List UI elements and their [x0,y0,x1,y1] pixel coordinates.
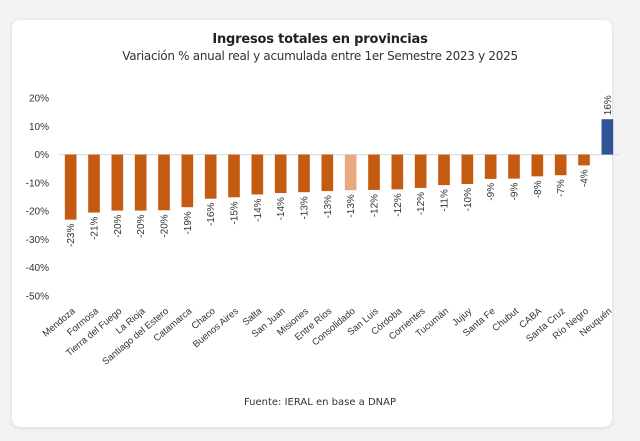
y-tick-label: 20% [29,94,49,105]
data-label: -9% [510,183,521,201]
data-label: -23% [66,224,77,247]
bar-santiago-del-estero [158,154,170,211]
data-label: -21% [90,216,101,239]
bar-caba [531,154,544,177]
bar-jujuy [461,154,474,184]
chart-card [12,20,612,427]
bar-chaco [204,154,217,199]
bar-neuqu-n [601,119,614,155]
bar-chubut [508,154,520,179]
bar-catamarca [181,154,194,208]
bar-tucum-n [438,154,450,186]
data-label: -13% [346,194,357,217]
bar-san-luis [368,154,380,190]
data-label: -12% [370,194,381,217]
x-category-label: Chubut [490,306,521,334]
chart-source: Fuente: IERAL en base a DNAP [243,397,397,408]
data-label: -14% [276,197,287,220]
bar-san-juan [274,154,287,194]
data-label: -15% [230,201,241,224]
bar-santa-cruz [554,154,567,176]
data-label: -14% [253,198,264,221]
bar-consolidado [344,154,357,191]
data-label: -20% [160,214,171,237]
data-label: -11% [440,189,451,212]
data-label: 16% [603,95,614,115]
data-label: -20% [136,214,147,237]
chart-subtitle: Variación % anual real y acumulada entre… [122,49,518,63]
data-label: -7% [556,179,567,197]
bar-r-o-negro [578,154,590,166]
data-label: -13% [300,196,311,219]
y-axis: 20% 10% 0% -10% -20% -30% -40% -50% [26,94,49,303]
data-label: -19% [183,211,194,234]
bars [64,119,614,220]
bar-misiones [298,154,310,193]
y-tick-label: -20% [26,207,49,218]
bar-santa-fe [484,154,497,179]
data-label: -8% [533,180,544,198]
data-label: -10% [463,188,474,211]
bar-corrientes [414,154,427,188]
bar-tierra-del-fuego [111,154,124,211]
y-tick-label: -10% [26,178,49,189]
y-tick-label: 0% [35,150,50,161]
chart-title: Ingresos totales en provincias [212,32,428,47]
data-label: -12% [416,192,427,215]
y-tick-label: -40% [26,263,49,274]
bar-c-rdoba [391,154,404,190]
data-labels: -23% -21% -20% -20% -20% -19% -16% -15% -14% -14%… [66,95,614,247]
data-label: -12% [393,193,404,216]
data-label: -16% [206,203,217,226]
bar-entre-r-os [321,154,334,192]
bar-la-rioja [134,154,147,211]
y-tick-label: 10% [29,122,49,133]
data-label: -13% [323,195,334,218]
bar-formosa [88,154,100,213]
bar-mendoza [64,154,77,220]
y-tick-label: -50% [26,292,49,303]
data-label: -9% [486,183,497,201]
data-label: -20% [113,214,124,237]
y-tick-label: -30% [26,235,49,246]
bar-buenos-aires [228,154,240,198]
bar-salta [251,154,264,195]
data-label: -4% [580,169,591,187]
